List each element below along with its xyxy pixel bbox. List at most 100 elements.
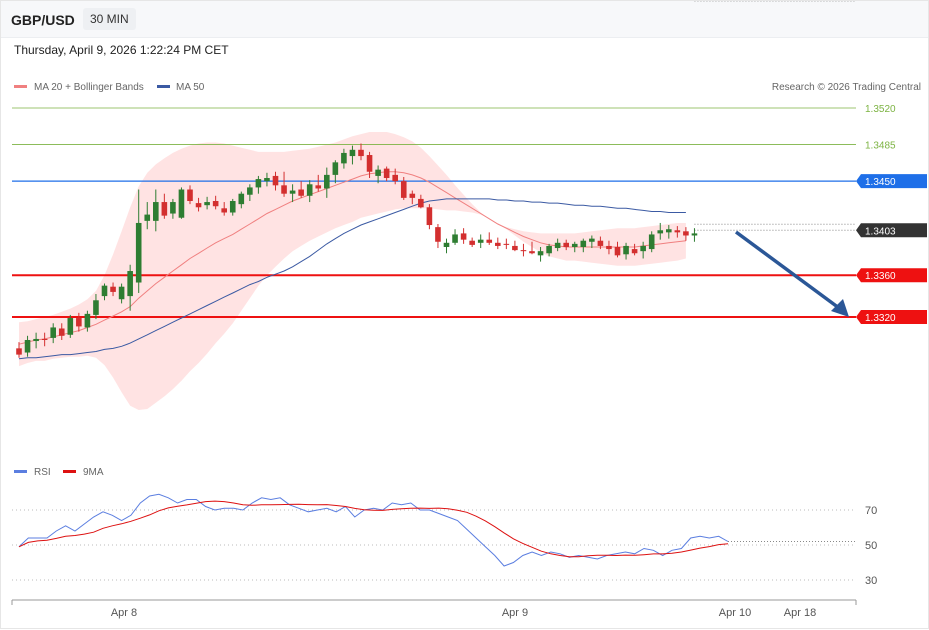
candle-body [298,189,304,196]
candle-body [50,327,56,338]
candle-body [170,202,176,214]
candle-body [204,202,210,206]
candle-body [58,328,65,336]
candle-body [315,185,322,189]
candle-body [178,189,185,218]
level-box-support [856,310,927,324]
candle-body [289,190,296,194]
legend-rsi: RSI [34,467,51,478]
candles [16,143,698,358]
level-label-support: 1.3360 [865,271,896,282]
candle-body [144,214,151,221]
candle-body [683,231,689,236]
x-axis: Apr 8 Apr 9 Apr 10 Apr 18 [11,599,857,619]
candle-body [332,162,339,175]
candle-body [366,155,373,172]
candle-body [93,300,99,315]
candle-body [24,339,31,353]
timeframe-badge[interactable]: 30 MIN [83,8,136,30]
candle-body [503,243,510,245]
rsi-ma-line [18,500,729,558]
candle-body [195,203,202,208]
candle-body [383,168,390,179]
forecast-arrow [734,230,849,317]
candle-body [110,286,116,292]
candle-body [127,271,133,297]
level-label-support: 1.3320 [865,313,896,324]
candle-body [418,198,424,208]
candle-body [477,239,484,243]
rsi-level-50: 50 [865,540,877,552]
candle-body [520,250,527,252]
candle-body [409,193,416,198]
legend-ma50: MA 50 [176,82,205,93]
candle-body [460,233,467,240]
candle-body [306,184,313,196]
ma20-swatch [14,85,27,88]
candle-body [281,185,287,194]
candle-body [614,246,621,256]
candle-body [33,338,39,342]
x-label-apr10: Apr 10 [719,607,751,619]
candle-body [495,242,501,246]
candle-body [640,245,646,252]
x-label-apr8: Apr 8 [111,607,137,619]
candle-body [691,233,698,236]
bollinger-band [19,132,686,410]
candle-body [537,251,544,256]
candle-body [648,234,655,250]
chart-header: GBP/USD 30 MIN [1,1,928,38]
candle-body [563,242,569,247]
level-label-target: 1.3520 [865,104,896,115]
ma50-swatch [157,85,170,88]
price-levels: 1.3520 1.3485 1.3450 1.3403 1.3360 1.3320 [12,104,927,324]
candle-body [392,174,398,182]
candle-body [666,229,672,233]
candle-body [76,318,82,327]
candle-body [101,285,108,297]
level-box-resistance [856,174,927,189]
candle-body [529,251,535,254]
legend-ma20: MA 20 + Bollinger Bands [34,82,144,93]
rsi-legend: RSI 9MA [14,467,104,478]
candle-body [400,181,407,198]
ma50-line [18,198,686,360]
rsi-ma-swatch [63,470,76,473]
candle-body [16,348,22,355]
level-label-target: 1.3485 [865,141,896,152]
candle-body [67,318,74,335]
candle-body [546,245,552,254]
candle-body [512,245,518,251]
rsi-swatch [14,470,27,473]
candle-body [375,169,381,176]
bollinger-band-fill [19,132,686,410]
candle-body [221,208,227,213]
candle-body [631,249,638,254]
candle-body [486,239,493,243]
rsi-level-30: 30 [865,575,877,587]
candle-body [272,175,279,186]
candle-body [606,245,612,250]
candle-body [247,187,253,195]
legend: MA 20 + Bollinger Bands MA 50 Research ©… [14,82,921,93]
candle-body [452,234,458,243]
candle-body [84,313,91,328]
candle-body [341,152,347,164]
candle-body [597,240,604,246]
candle-body [264,178,270,182]
candle-body [435,227,441,242]
candle-body [118,286,125,300]
level-label-current: 1.3403 [865,226,896,237]
level-box-support [856,268,927,283]
candle-body [674,230,681,233]
candle-body [324,174,330,189]
rsi-panel: 70 50 30 [12,493,877,587]
candle-body [426,207,433,226]
candle-body [443,242,450,247]
candle-body [580,240,587,247]
candle-body [589,238,595,242]
candle-body [238,193,245,205]
candle-body [349,149,356,157]
